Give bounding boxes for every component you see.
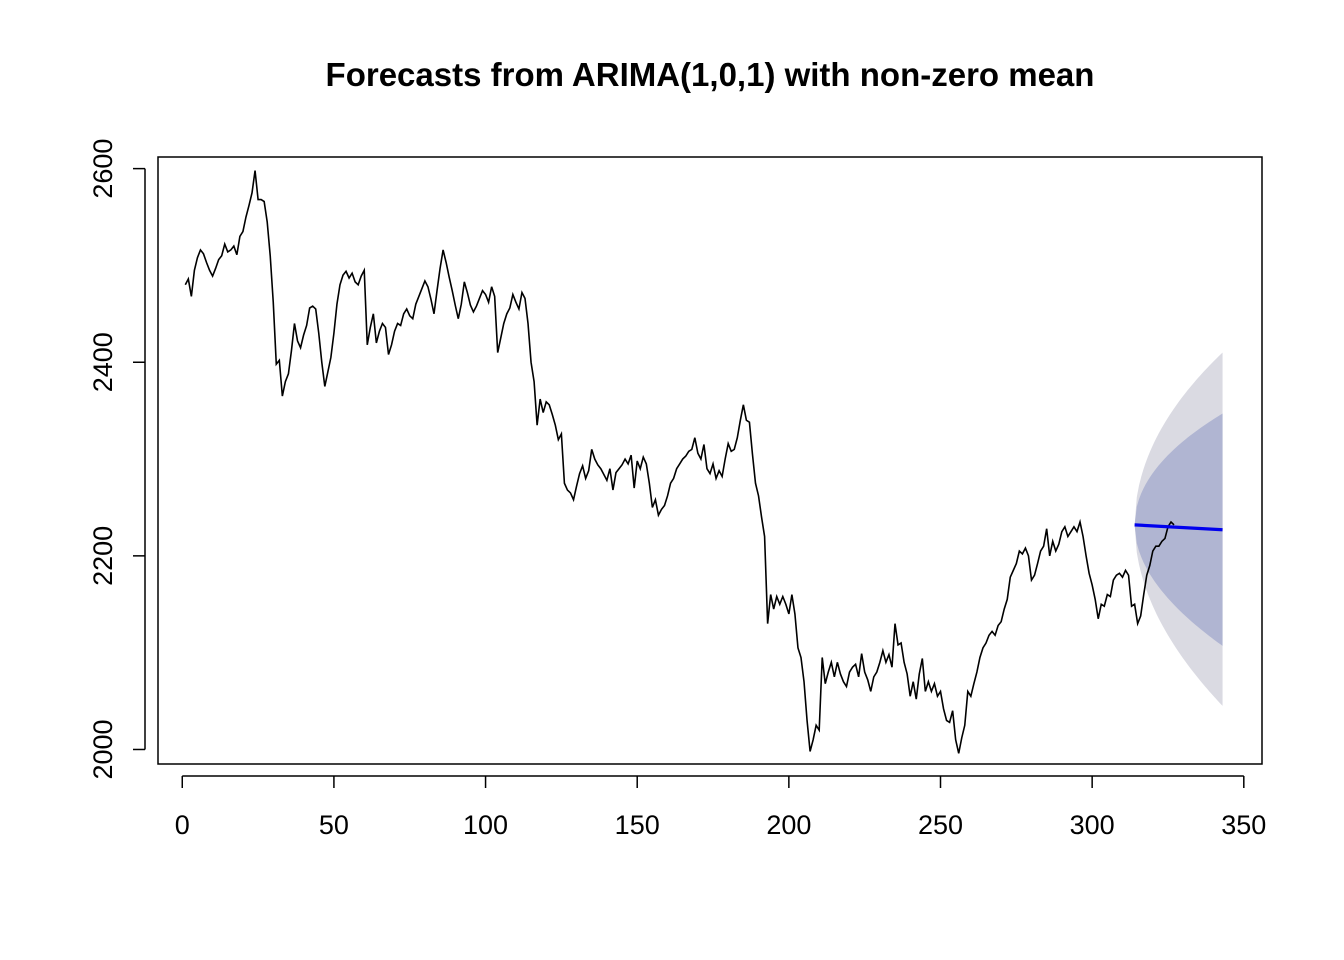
x-tick-label: 50 [319,810,349,840]
y-tick-label: 2600 [88,139,118,199]
observed-series [184,170,1175,754]
x-tick-label: 200 [766,810,811,840]
band-80 [1134,413,1223,646]
x-axis: 0 50 100 150 200 250 300 350 [175,775,1266,840]
prediction-bands [1134,352,1223,706]
y-tick-label: 2200 [88,526,118,586]
observed-line [184,170,1175,754]
plot-frame [157,156,1263,765]
chart-title: Forecasts from ARIMA(1,0,1) with non-zer… [325,56,1095,93]
x-tick-label: 350 [1221,810,1266,840]
x-tick-label: 250 [918,810,963,840]
x-tick-label: 150 [615,810,660,840]
x-tick-label: 0 [175,810,190,840]
x-tick-label: 100 [463,810,508,840]
y-tick-label: 2000 [88,719,118,779]
forecast-line [1134,523,1223,532]
y-axis: 2000 2200 2400 2600 [88,139,146,780]
forecast-series [1134,523,1223,532]
x-tick-label: 300 [1070,810,1115,840]
y-tick-label: 2400 [88,332,118,392]
